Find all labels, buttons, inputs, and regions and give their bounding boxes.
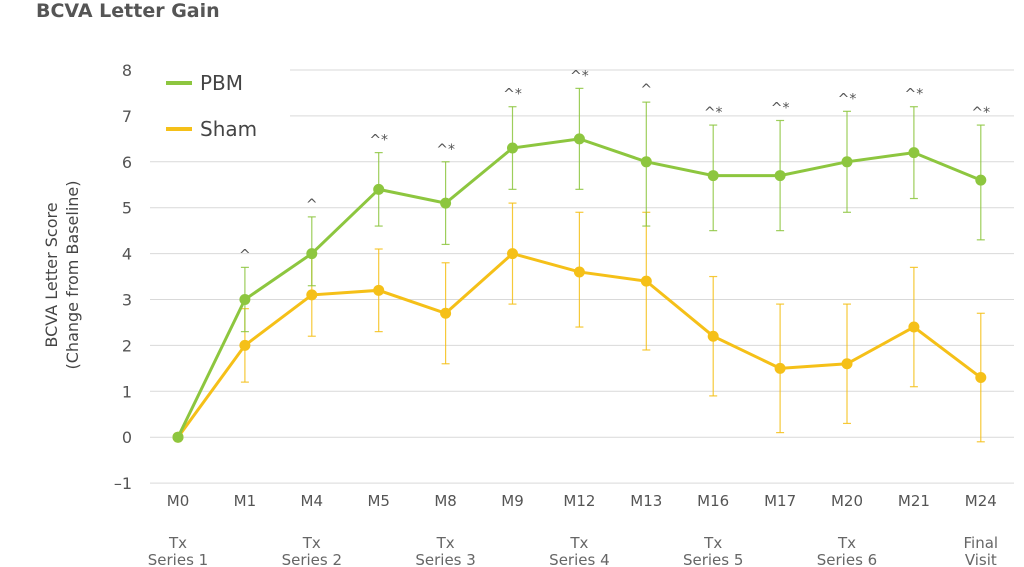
treatment-label-line2: Series 5	[683, 551, 743, 567]
x-tick-label: M13	[630, 492, 662, 510]
x-tick-label: M0	[167, 492, 190, 510]
significance-marker: ^*	[771, 100, 790, 116]
significance-marker: ^	[239, 247, 251, 263]
significance-marker: ^*	[971, 105, 990, 121]
treatment-label-line2: Series 1	[148, 551, 208, 567]
y-tick-label: 0	[122, 428, 132, 447]
treatment-label-line1: Tx	[569, 534, 588, 552]
x-tick-label: M16	[697, 492, 729, 510]
y-tick-label: 5	[122, 199, 132, 218]
data-point-sham	[573, 266, 585, 278]
treatment-label-line1: Tx	[837, 534, 856, 552]
y-axis-label: BCVA Letter Score	[42, 202, 61, 347]
chart-title: BCVA Letter Gain	[36, 0, 220, 22]
y-axis-label-sub: (Change from Baseline)	[63, 181, 82, 370]
significance-marker: ^*	[838, 91, 857, 107]
treatment-label-line2: Series 2	[282, 551, 342, 567]
x-tick-label: M21	[898, 492, 930, 510]
data-point-pbm	[440, 197, 452, 209]
data-point-pbm	[573, 133, 585, 145]
data-point-sham	[239, 339, 251, 351]
x-tick-label: M9	[501, 492, 524, 510]
data-point-pbm	[507, 142, 518, 154]
x-tick-label: M4	[301, 492, 324, 510]
treatment-label-line1: Tx	[168, 534, 187, 552]
data-point-pbm	[373, 183, 385, 195]
data-point-sham	[774, 362, 786, 374]
data-point-sham	[507, 248, 518, 260]
data-point-sham	[373, 284, 385, 296]
significance-marker: ^*	[503, 87, 522, 103]
data-point-sham	[306, 289, 318, 301]
significance-marker: ^*	[436, 142, 455, 158]
data-point-sham	[908, 321, 920, 333]
data-point-sham	[440, 307, 452, 319]
significance-marker: ^	[306, 197, 318, 213]
data-point-pbm	[707, 170, 719, 182]
x-tick-label: M5	[367, 492, 390, 510]
treatment-label-line2: Series 6	[817, 551, 877, 567]
x-tick-label: M24	[965, 492, 997, 510]
y-tick-label: 7	[122, 107, 132, 126]
data-point-pbm	[908, 147, 920, 159]
x-tick-label: M20	[831, 492, 863, 510]
x-tick-label: M1	[234, 492, 257, 510]
data-point-pbm	[172, 431, 184, 443]
x-tick-label: M17	[764, 492, 796, 510]
y-tick-label: 3	[122, 291, 132, 310]
significance-marker: ^*	[905, 87, 924, 103]
significance-marker: ^*	[704, 105, 723, 121]
y-tick-label: 4	[122, 245, 132, 264]
treatment-label-line2: Series 3	[415, 551, 475, 567]
legend-label-sham: Sham	[200, 117, 257, 141]
x-tick-label: M12	[563, 492, 595, 510]
y-tick-label: –1	[114, 474, 132, 493]
treatment-label-line1: Final	[964, 534, 999, 552]
treatment-label-line1: Tx	[302, 534, 321, 552]
data-point-pbm	[306, 248, 318, 260]
data-point-sham	[841, 358, 853, 370]
treatment-label-line2: Series 4	[549, 551, 609, 567]
data-point-sham	[707, 330, 719, 342]
treatment-label-line2: Visit	[965, 551, 997, 567]
significance-marker: ^	[640, 82, 652, 98]
x-tick-label: M8	[434, 492, 457, 510]
data-point-pbm	[841, 156, 853, 168]
data-point-pbm	[774, 170, 786, 182]
y-tick-label: 2	[122, 336, 132, 355]
data-point-sham	[640, 275, 652, 287]
data-point-pbm	[975, 174, 987, 186]
treatment-label-line1: Tx	[436, 534, 455, 552]
significance-marker: ^*	[570, 68, 589, 84]
data-point-pbm	[640, 156, 652, 168]
data-point-pbm	[239, 294, 251, 305]
y-tick-label: 1	[122, 382, 132, 401]
treatment-label-line1: Tx	[703, 534, 722, 552]
y-tick-label: 6	[122, 153, 132, 172]
y-tick-label: 8	[122, 61, 132, 80]
legend-label-pbm: PBM	[200, 71, 243, 95]
significance-marker: ^*	[369, 133, 388, 149]
data-point-sham	[975, 372, 987, 384]
